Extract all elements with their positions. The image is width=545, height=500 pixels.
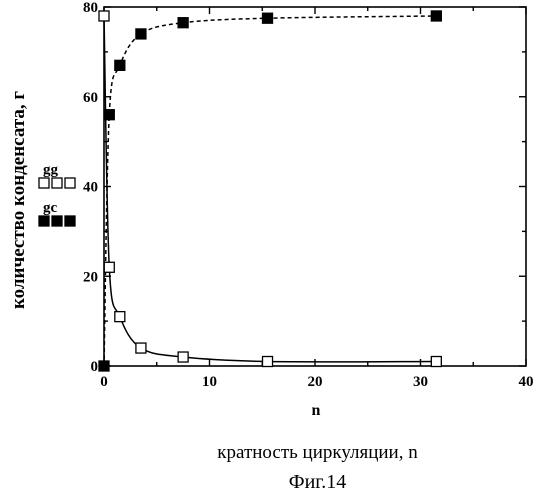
axis-ticks (104, 7, 526, 366)
legend-marker-gg (39, 178, 49, 188)
y-tick-label: 60 (83, 90, 98, 106)
legend-marker-gg (65, 178, 75, 188)
legend-marker-gg (52, 178, 62, 188)
series-markers (99, 11, 441, 371)
data-point-gg (431, 357, 441, 367)
data-point-gc (431, 11, 441, 21)
data-point-gg (178, 352, 188, 362)
legend: gg gc (39, 162, 75, 226)
x-tick-label: 40 (519, 374, 534, 390)
data-point-gc (99, 361, 109, 371)
data-point-gc (178, 18, 188, 28)
data-point-gc (115, 60, 125, 70)
data-point-gg (104, 262, 114, 272)
data-point-gc (263, 13, 273, 23)
data-point-gc (136, 29, 146, 39)
data-point-gg (115, 312, 125, 322)
data-point-gg (263, 357, 273, 367)
data-point-gg (99, 11, 109, 21)
legend-label-gg: gg (43, 162, 59, 178)
axis-tick-labels: 0 10 20 30 40 0 20 40 60 80 (83, 0, 534, 390)
y-tick-label: 20 (83, 269, 98, 285)
x-tick-label: 20 (308, 374, 323, 390)
figure-caption: Фиг.14 (0, 471, 545, 494)
series-line-gg (104, 16, 436, 362)
legend-marker-gc (65, 216, 75, 226)
x-tick-label: 30 (413, 374, 428, 390)
data-point-gc (104, 110, 114, 120)
series-line-gc (104, 16, 436, 366)
x-axis-symbol: n (312, 402, 321, 419)
y-tick-label: 40 (83, 180, 98, 196)
plot-frame (104, 7, 526, 366)
x-tick-label: 10 (202, 374, 217, 390)
series-lines (104, 16, 436, 366)
y-tick-label: 0 (91, 359, 99, 375)
y-tick-label: 80 (83, 0, 98, 16)
data-point-gg (136, 343, 146, 353)
legend-marker-gc (39, 216, 49, 226)
x-tick-label: 0 (100, 374, 108, 390)
y-axis-label: количество конденсата, г (8, 91, 29, 309)
legend-marker-gc (52, 216, 62, 226)
x-axis-label: кратность циркуляции, n (0, 442, 545, 464)
legend-label-gc: gc (43, 200, 58, 216)
